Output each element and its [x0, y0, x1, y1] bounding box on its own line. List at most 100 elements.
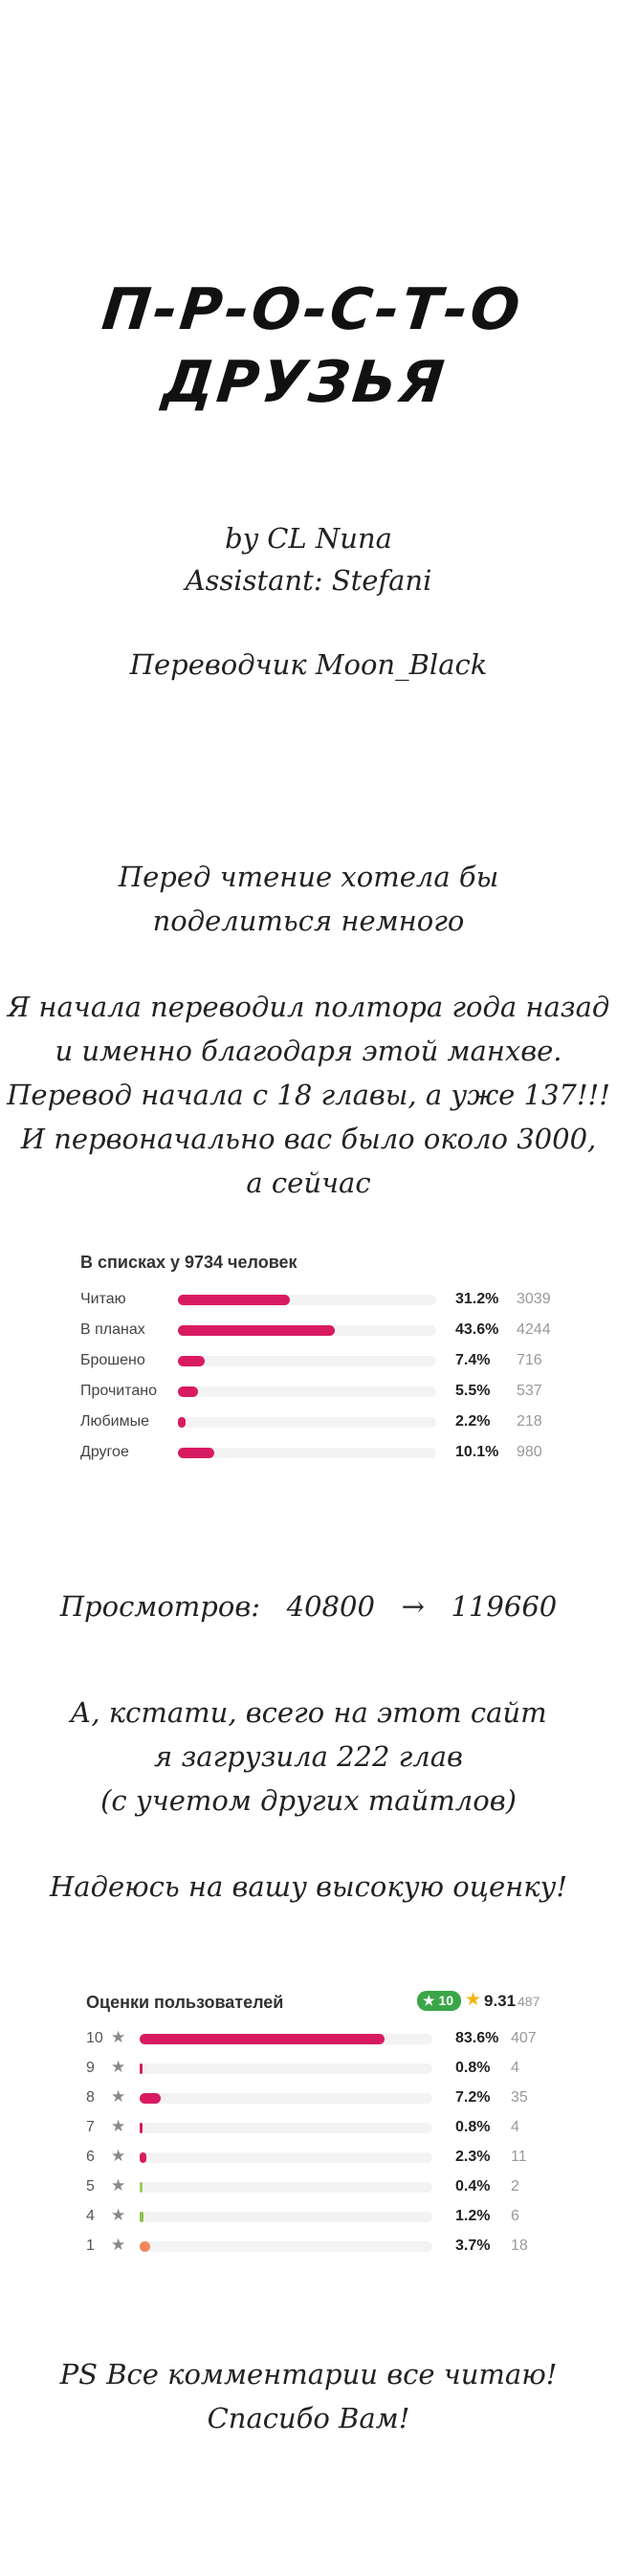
- list-stat-row: Читаю 31.2% 3039: [80, 1285, 559, 1316]
- credits: by CL Nuna Assistant: Stefani Переводчик…: [0, 517, 617, 686]
- rating-count: 35: [511, 2089, 528, 2106]
- author-credit: by CL Nuna: [225, 522, 392, 555]
- rating-score: 6: [86, 2149, 95, 2165]
- rating-total: 487: [518, 1994, 540, 2009]
- list-stat-percent: 2.2%: [455, 1413, 491, 1430]
- star-icon: ★: [111, 2176, 126, 2194]
- list-stat-row: Брошено 7.4% 716: [80, 1346, 559, 1377]
- ratings-panel: Оценки пользователей ★ 10 ★ 9.31 487 10 ★…: [86, 1989, 564, 2262]
- views-from: 40800: [286, 1590, 375, 1623]
- star-icon: ★: [111, 2087, 126, 2106]
- title-line-1: П-Р-О-С-Т-О: [99, 276, 526, 343]
- rating-percent: 3.7%: [455, 2238, 491, 2254]
- rating-bar: [140, 2152, 147, 2163]
- translator-credit: Переводчик Moon_Black: [129, 648, 488, 681]
- list-stat-bar-track: [178, 1325, 436, 1336]
- list-stat-row: Прочитано 5.5% 537: [80, 1377, 559, 1408]
- chapters-line: А, кстати, всего на этот сайт: [70, 1696, 547, 1729]
- rating-bar-track: [140, 2241, 432, 2252]
- rating-row: 1 ★ 3.7% 18: [86, 2233, 564, 2262]
- rating-score: 8: [86, 2089, 95, 2106]
- rating-percent: 0.4%: [455, 2178, 491, 2194]
- rating-count: 4: [511, 2119, 519, 2135]
- rating-bar-track: [140, 2034, 432, 2044]
- star-icon: ★: [111, 2028, 126, 2046]
- ratings-heading: Оценки пользователей: [86, 1993, 284, 2012]
- list-stat-count: 4244: [517, 1321, 551, 1338]
- rating-row: 6 ★ 2.3% 11: [86, 2144, 564, 2173]
- list-stat-count: 537: [517, 1383, 542, 1399]
- star-icon: ★: [111, 2058, 126, 2076]
- list-stat-bar: [178, 1325, 335, 1336]
- rating-bar-track: [140, 2212, 432, 2222]
- list-stat-bar-track: [178, 1417, 436, 1428]
- note-line: И первоначально вас было около 3000,: [20, 1123, 597, 1155]
- rating-score: 10: [86, 2030, 103, 2046]
- list-stat-bar-track: [178, 1386, 436, 1397]
- rating-score: 5: [86, 2178, 95, 2194]
- list-stat-label: Брошено: [80, 1352, 145, 1368]
- rating-percent: 7.2%: [455, 2089, 491, 2106]
- list-stat-label: Другое: [80, 1444, 129, 1460]
- star-icon: ★: [423, 1993, 435, 2008]
- badge-value: 10: [438, 1993, 454, 2008]
- list-stat-bar: [178, 1356, 205, 1366]
- list-stat-label: Прочитано: [80, 1383, 157, 1399]
- rating-bar: [140, 2093, 162, 2104]
- ps-line: PS Все комментарии все читаю!: [59, 2358, 558, 2390]
- rating-average: 9.31: [484, 1992, 517, 2010]
- rating-bar: [140, 2182, 143, 2193]
- star-icon: ★: [111, 2206, 126, 2224]
- rating-percent: 1.2%: [455, 2208, 491, 2224]
- lists-stats-panel: В списках у 9734 человек Читаю 31.2% 3039 В…: [80, 1253, 559, 1469]
- rating-bar-track: [140, 2182, 432, 2193]
- ps-note: PS Все комментарии все читаю! Спасибо Ва…: [0, 2352, 617, 2440]
- note-line: Перевод начала с 18 главы, а уже 137!!!: [7, 1079, 610, 1111]
- list-stat-label: Читаю: [80, 1291, 126, 1307]
- rating-bar-track: [140, 2123, 432, 2133]
- list-stat-bar: [178, 1448, 214, 1458]
- list-stat-count: 218: [517, 1413, 542, 1430]
- list-stat-percent: 5.5%: [455, 1383, 491, 1399]
- title-line-2: ДРУЗЬЯ: [159, 349, 451, 416]
- list-stat-percent: 7.4%: [455, 1352, 491, 1368]
- views-to: 119660: [451, 1590, 558, 1623]
- list-stat-label: Любимые: [80, 1413, 149, 1430]
- note-line: поделиться немного: [152, 905, 465, 937]
- ps-line: Спасибо Вам!: [207, 2402, 410, 2434]
- rating-count: 407: [511, 2030, 537, 2046]
- rating-bar: [140, 2241, 151, 2252]
- rating-score: 9: [86, 2060, 95, 2076]
- page-title: П-Р-О-С-Т-О ДРУЗЬЯ: [0, 273, 617, 419]
- rating-percent: 83.6%: [455, 2030, 499, 2046]
- rating-bar-track: [140, 2152, 432, 2163]
- rating-row: 5 ★ 0.4% 2: [86, 2173, 564, 2203]
- list-stat-bar: [178, 1295, 291, 1305]
- star-icon: ★: [111, 2147, 126, 2165]
- chapters-line: я загрузила 222 глав: [154, 1740, 463, 1773]
- list-stat-bar: [178, 1386, 198, 1397]
- rating-count: 4: [511, 2060, 519, 2076]
- rating-bar: [140, 2212, 143, 2222]
- views-stat: Просмотров: 40800 → 119660: [0, 1585, 617, 1627]
- rating-percent: 0.8%: [455, 2119, 491, 2135]
- rating-bar-track: [140, 2093, 432, 2104]
- rating-bar: [140, 2123, 143, 2133]
- ratings-badge: ★ 10: [417, 1991, 462, 2011]
- rating-row: 8 ★ 7.2% 35: [86, 2085, 564, 2114]
- arrow-right-icon: →: [401, 1590, 425, 1623]
- rating-bar: [140, 2063, 143, 2074]
- rating-count: 2: [511, 2178, 519, 2194]
- assistant-credit: Assistant: Stefani: [185, 564, 432, 597]
- list-stat-label: В планах: [80, 1321, 145, 1338]
- rating-score: 7: [86, 2119, 95, 2135]
- list-stat-row: Любимые 2.2% 218: [80, 1408, 559, 1438]
- rating-bar-track: [140, 2063, 432, 2074]
- rating-row: 4 ★ 1.2% 6: [86, 2203, 564, 2233]
- list-stat-row: В планах 43.6% 4244: [80, 1316, 559, 1346]
- rating-score: 1: [86, 2238, 95, 2254]
- star-icon: ★: [111, 2117, 126, 2135]
- note-line: Перед чтение хотела бы: [118, 861, 499, 893]
- note-line: а сейчас: [246, 1167, 371, 1199]
- rating-score: 4: [86, 2208, 95, 2224]
